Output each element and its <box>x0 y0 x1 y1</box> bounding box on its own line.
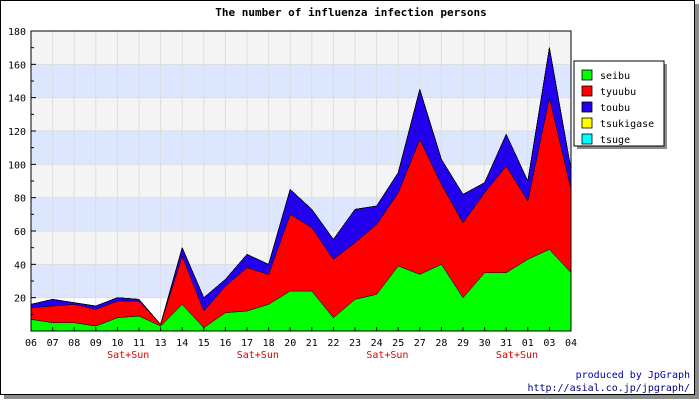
grid-band <box>31 31 571 65</box>
x-tick-label: 24 <box>371 338 383 349</box>
y-tick-label: 80 <box>14 194 26 205</box>
x-tick-label: 10 <box>111 338 123 349</box>
x-tick-label: 22 <box>327 338 339 349</box>
legend-swatch-tyuubu <box>581 85 593 97</box>
legend-swatch-tsukigase <box>581 117 593 129</box>
weekend-label: Sat+Sun <box>237 350 279 361</box>
legend-label-toubu: toubu <box>600 103 630 114</box>
x-tick-label: 07 <box>47 338 59 349</box>
x-tick-label: 29 <box>457 338 469 349</box>
x-tick-labels: 06 07 08 09 10 11 13 14 15 16 17 18 20 21 22 23 24 25 27 28… <box>25 338 577 361</box>
weekend-label: Sat+Sun <box>107 350 149 361</box>
x-tick-label: 23 <box>349 338 361 349</box>
grid-band <box>31 131 571 165</box>
x-tick-label: 28 <box>435 338 447 349</box>
grid-band <box>31 97 571 131</box>
x-tick-label: 27 <box>414 338 426 349</box>
x-tick-label: 01 <box>522 338 534 349</box>
y-tick-label: 140 <box>8 94 26 105</box>
y-tick-label: 20 <box>14 294 26 305</box>
legend-swatch-seibu <box>581 69 593 81</box>
x-tick-label: 06 <box>25 338 37 349</box>
x-tick-label: 04 <box>565 338 577 349</box>
legend-label-tsuge: tsuge <box>600 135 630 146</box>
credit-url[interactable]: http://asial.co.jp/jpgraph/ <box>527 383 690 394</box>
x-tick-label: 08 <box>68 338 80 349</box>
weekend-label: Sat+Sun <box>366 350 408 361</box>
x-tick-label: 18 <box>263 338 275 349</box>
x-tick-label: 14 <box>176 338 188 349</box>
legend-label-tsukigase: tsukigase <box>600 119 654 130</box>
legend-swatch-toubu <box>581 101 593 113</box>
x-tick-label: 25 <box>392 338 404 349</box>
x-tick-label: 03 <box>543 338 555 349</box>
y-tick-label: 160 <box>8 60 26 71</box>
weekend-label: Sat+Sun <box>496 350 538 361</box>
credit-text: produced by JpGraph <box>576 370 690 381</box>
x-tick-label: 16 <box>219 338 231 349</box>
grid-band <box>31 64 571 98</box>
x-tick-label: 17 <box>241 338 253 349</box>
x-tick-label: 20 <box>284 338 296 349</box>
legend: seibu tyuubu toubu tsukigase tsuge <box>573 60 667 149</box>
x-tick-label: 30 <box>479 338 491 349</box>
y-tick-label: 180 <box>8 27 26 38</box>
area-chart: 20 40 60 80 100 120 140 160 180 06 07 08 09 10 11 13 14… <box>8 6 690 394</box>
axes <box>30 30 572 332</box>
x-tick-label: 13 <box>155 338 167 349</box>
y-tick-label: 100 <box>8 160 26 171</box>
x-tick-label: 11 <box>133 338 145 349</box>
chart-title: The number of influenza infection person… <box>215 6 487 19</box>
y-tick-label: 60 <box>14 227 26 238</box>
x-tick-label: 09 <box>90 338 102 349</box>
y-tick-labels: 20 40 60 80 100 120 140 160 180 <box>8 27 26 305</box>
legend-label-seibu: seibu <box>600 71 630 82</box>
x-tick-label: 21 <box>306 338 318 349</box>
x-tick-label: 15 <box>198 338 210 349</box>
y-tick-label: 120 <box>8 127 26 138</box>
x-tick-label: 31 <box>500 338 512 349</box>
legend-swatch-tsuge <box>581 133 593 145</box>
legend-label-tyuubu: tyuubu <box>600 87 636 98</box>
y-tick-label: 40 <box>14 260 26 271</box>
